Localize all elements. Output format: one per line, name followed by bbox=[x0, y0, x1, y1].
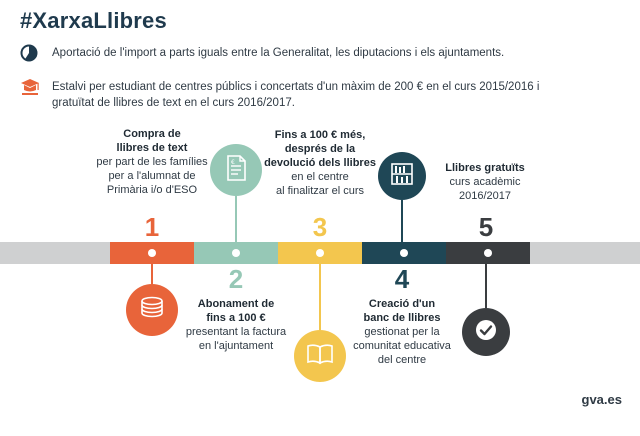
timeline-dot-2 bbox=[232, 249, 240, 257]
step-1-line-1: per part de les famílies bbox=[96, 156, 208, 168]
step-5-stem bbox=[485, 264, 487, 308]
pie-chart-icon bbox=[20, 44, 38, 62]
timeline-dot-5 bbox=[484, 249, 492, 257]
svg-text:€: € bbox=[231, 159, 235, 166]
step-4-label: Creació d'un banc de llibres gestionat p… bbox=[344, 297, 460, 367]
coins-icon bbox=[139, 296, 165, 325]
step-3-stem bbox=[319, 264, 321, 330]
bullet-funding: Aportació de l'import a parts iguals ent… bbox=[20, 44, 620, 64]
timeline-dot-4 bbox=[400, 249, 408, 257]
bullet-funding-text: Aportació de l'import a parts iguals ent… bbox=[52, 47, 505, 59]
step-2-stem bbox=[235, 196, 237, 242]
checkmark-icon bbox=[474, 318, 498, 347]
step-1-heading-1: Compra de bbox=[123, 128, 181, 140]
step-1-number: 1 bbox=[144, 212, 160, 242]
footer-brand: gva.es bbox=[581, 392, 622, 407]
step-5-line-1: curs acadèmic bbox=[449, 176, 521, 188]
timeline-dot-1 bbox=[148, 249, 156, 257]
step-4-line-2: comunitat educativa bbox=[353, 340, 451, 352]
bullet-savings: Estalvi per estudiant de centres públics… bbox=[20, 78, 620, 112]
step-4-line-3: del centre bbox=[377, 354, 427, 366]
step-2-circle: € bbox=[210, 144, 262, 196]
step-3-heading-3: devolució dels llibres bbox=[264, 157, 376, 169]
step-4-stem bbox=[401, 200, 403, 242]
step-5-line-2: 2016/2017 bbox=[459, 190, 511, 202]
step-5-number: 5 bbox=[478, 212, 494, 242]
bookshelf-icon bbox=[390, 162, 414, 191]
step-3-circle bbox=[294, 330, 346, 382]
step-2-number: 2 bbox=[228, 264, 244, 294]
graduation-cap-icon bbox=[20, 78, 39, 96]
step-3-number: 3 bbox=[312, 212, 328, 242]
invoice-icon: € bbox=[225, 154, 247, 186]
step-3-heading-1: Fins a 100 € més, bbox=[274, 129, 366, 141]
step-2-label: Abonament de fins a 100 € presentant la … bbox=[180, 297, 292, 353]
open-book-icon bbox=[306, 343, 334, 370]
step-1-line-2: per a l'alumnat de bbox=[108, 170, 196, 182]
bullet-savings-text: Estalvi per estudiant de centres públics… bbox=[52, 79, 539, 111]
step-4-heading-2: banc de llibres bbox=[363, 312, 441, 324]
step-3-heading-2: després de la bbox=[284, 143, 356, 155]
bullet-savings-line1: Estalvi per estudiant de centres públics… bbox=[52, 81, 540, 93]
step-1-heading-2: llibres de text bbox=[116, 142, 188, 154]
step-1-line-3: Primària i/o d'ESO bbox=[106, 184, 198, 196]
step-1-stem bbox=[151, 264, 153, 284]
step-5-heading-1: Llibres gratuïts bbox=[445, 162, 525, 174]
step-1-circle bbox=[126, 284, 178, 336]
timeline-dot-3 bbox=[316, 249, 324, 257]
step-3-line-2: al finalitzar el curs bbox=[275, 185, 365, 197]
step-5-label: Llibres gratuïts curs acadèmic 2016/2017 bbox=[430, 161, 540, 203]
page-title: #XarxaLlibres bbox=[20, 8, 167, 33]
step-3-label: Fins a 100 € més, després de la devoluci… bbox=[258, 128, 382, 198]
step-2-line-1: presentant la factura bbox=[185, 326, 287, 338]
step-4-line-1: gestionat per la bbox=[364, 326, 440, 338]
step-3-line-1: en el centre bbox=[291, 171, 349, 183]
step-4-heading-1: Creació d'un bbox=[368, 298, 436, 310]
step-4-circle bbox=[378, 152, 426, 200]
step-4-number: 4 bbox=[394, 264, 410, 294]
step-5-circle bbox=[462, 308, 510, 356]
step-2-heading-1: Abonament de bbox=[197, 298, 275, 310]
step-2-line-2: en l'ajuntament bbox=[198, 340, 274, 352]
step-2-heading-2: fins a 100 € bbox=[206, 312, 266, 324]
step-1-label: Compra de llibres de text per part de le… bbox=[90, 127, 214, 197]
bullet-savings-line2: gratuïtat de llibres de text en el curs … bbox=[52, 97, 295, 109]
